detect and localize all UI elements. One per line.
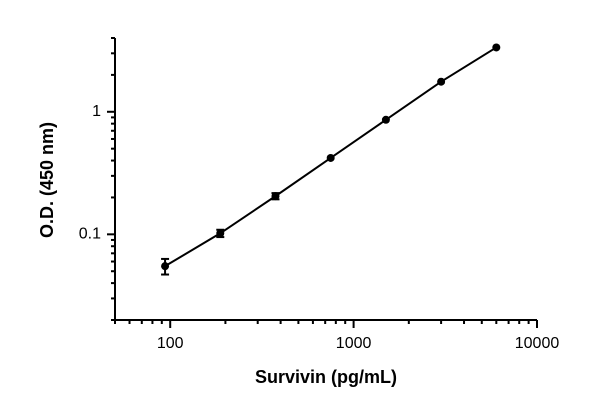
point	[381, 115, 390, 124]
point	[271, 192, 280, 201]
point	[161, 262, 170, 271]
x-tick-label: 1000	[336, 335, 372, 352]
point	[326, 153, 335, 162]
y-tick-label: 0.1	[79, 226, 101, 243]
x-tick-label: 100	[157, 335, 184, 352]
point	[216, 229, 225, 238]
y-axis-title: O.D. (450 nm)	[37, 122, 57, 238]
x-axis-title: Survivin (pg/mL)	[255, 367, 397, 387]
point	[492, 43, 501, 52]
y-tick-label: 1	[92, 103, 101, 120]
point	[437, 77, 446, 86]
x-tick-label: 10000	[515, 335, 560, 352]
